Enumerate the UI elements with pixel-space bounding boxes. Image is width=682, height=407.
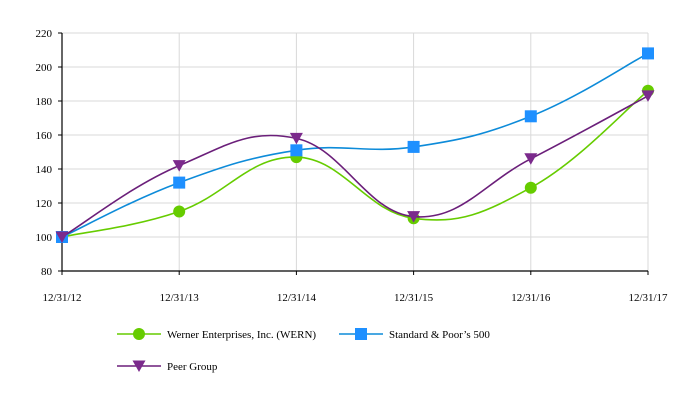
x-tick-label: 12/31/16 xyxy=(511,292,551,304)
x-tick-label: 12/31/12 xyxy=(42,292,81,304)
legend-label: Werner Enterprises, Inc. (WERN) xyxy=(167,329,316,341)
data-point xyxy=(642,47,654,60)
x-tick-label: 12/31/14 xyxy=(277,292,317,304)
data-point xyxy=(172,160,186,172)
legend-item-standard-poor-s-500: Standard & Poor’s 500 xyxy=(339,328,490,341)
data-point xyxy=(407,211,421,223)
y-tick-label: 200 xyxy=(36,62,53,74)
data-point xyxy=(173,176,186,189)
y-tick-label: 100 xyxy=(36,232,53,244)
data-point xyxy=(407,140,420,153)
data-point xyxy=(173,205,186,218)
series-peer-group xyxy=(55,90,655,243)
y-tick-label: 140 xyxy=(36,164,53,176)
x-tick-label: 12/31/15 xyxy=(394,292,434,304)
data-point xyxy=(524,181,537,194)
x-tick-label: 12/31/13 xyxy=(160,292,200,304)
y-tick-label: 180 xyxy=(36,96,53,108)
series-line xyxy=(61,52,649,238)
legend-marker xyxy=(355,328,367,340)
y-tick-label: 160 xyxy=(36,130,53,142)
legend-label: Peer Group xyxy=(167,361,218,373)
data-point xyxy=(641,90,655,102)
data-point xyxy=(524,110,537,123)
grid-layer xyxy=(62,32,649,271)
series-line xyxy=(61,95,649,238)
data-point xyxy=(524,153,538,165)
series-standard-poor-s-500 xyxy=(56,47,654,243)
y-tick-label: 120 xyxy=(36,198,53,210)
legend-item-peer-group: Peer Group xyxy=(117,360,218,373)
legend-label: Standard & Poor’s 500 xyxy=(389,329,490,341)
x-tick-label: 12/31/17 xyxy=(628,292,668,304)
legend: Werner Enterprises, Inc. (WERN) Standard … xyxy=(117,328,490,373)
legend-item-werner-enterprises-inc-wern: Werner Enterprises, Inc. (WERN) xyxy=(117,328,316,341)
data-point xyxy=(290,144,303,157)
y-tick-label: 220 xyxy=(36,28,53,40)
data-point xyxy=(289,132,303,145)
series-layer xyxy=(55,47,655,243)
series-line xyxy=(61,90,649,238)
legend-marker xyxy=(133,328,145,340)
data-point xyxy=(55,231,69,243)
axis-layer: 80 100 120 140 160 180 200 220 12/31/12 12/31/13 1… xyxy=(36,28,669,304)
legend-marker xyxy=(132,360,146,372)
series-werner-enterprises-inc-wern xyxy=(56,84,654,243)
y-tick-label: 80 xyxy=(41,266,53,278)
